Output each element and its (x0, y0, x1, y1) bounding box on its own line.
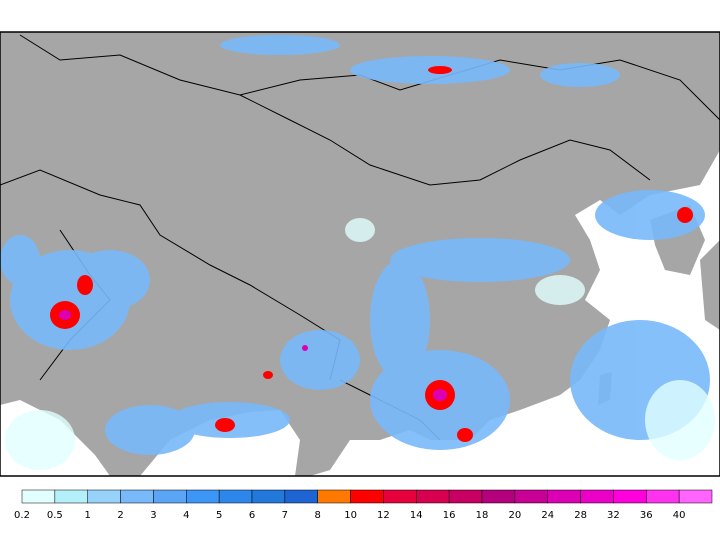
colorbar-swatch (613, 489, 647, 504)
colorbar-label: 24 (541, 510, 554, 521)
colorbar-label: 0.5 (47, 510, 63, 521)
colorbar-swatch (514, 489, 548, 504)
colorbar-swatch (186, 489, 220, 504)
colorbar-swatch (120, 489, 154, 504)
colorbar-swatch (481, 489, 516, 504)
colorbar-label: 2 (117, 510, 123, 521)
colorbar: 0.2 0.5 1 2 3 4 5 6 7 8 10 12 14 16 18 20 24 28 32 36 40 (14, 489, 713, 521)
colorbar-swatch (317, 489, 351, 504)
colorbar-label: 0.2 (14, 510, 30, 521)
colorbar-swatch (448, 489, 483, 504)
map (0, 32, 720, 476)
colorbar-label: 10 (344, 510, 357, 521)
map-frame (0, 31, 720, 477)
colorbar-swatch (218, 489, 253, 504)
precipitation (0, 35, 715, 470)
colorbar-label: 3 (150, 510, 156, 521)
colorbar-label: 1 (85, 510, 91, 521)
colorbar-swatch (21, 489, 56, 504)
colorbar-label: 20 (508, 510, 521, 521)
colorbar-swatch (153, 489, 187, 504)
land-japan (700, 240, 720, 330)
colorbar-label: 4 (183, 510, 189, 521)
colorbar-swatch (580, 489, 614, 504)
land (0, 32, 720, 476)
colorbar-label: 40 (673, 510, 686, 521)
colorbar-label: 8 (315, 510, 321, 521)
colorbar-label: 18 (476, 510, 489, 521)
colorbar-label: 32 (607, 510, 620, 521)
colorbar-swatch (284, 489, 318, 504)
colorbar-swatch (646, 489, 680, 504)
colorbar-label: 36 (640, 510, 653, 521)
colorbar-swatch (678, 489, 713, 504)
colorbar-swatch (87, 489, 121, 504)
colorbar-swatch (251, 489, 286, 504)
colorbar-label: 6 (249, 510, 255, 521)
colorbar-label: 7 (282, 510, 288, 521)
colorbar-swatch (547, 489, 581, 504)
colorbar-label: 5 (216, 510, 222, 521)
colorbar-label: 28 (574, 510, 587, 521)
colorbar-label: 16 (443, 510, 456, 521)
colorbar-label: 12 (377, 510, 390, 521)
colorbar-swatch (416, 489, 450, 504)
colorbar-swatch (383, 489, 417, 504)
colorbar-swatch (54, 489, 88, 504)
colorbar-swatch (350, 489, 384, 504)
colorbar-label: 14 (410, 510, 423, 521)
